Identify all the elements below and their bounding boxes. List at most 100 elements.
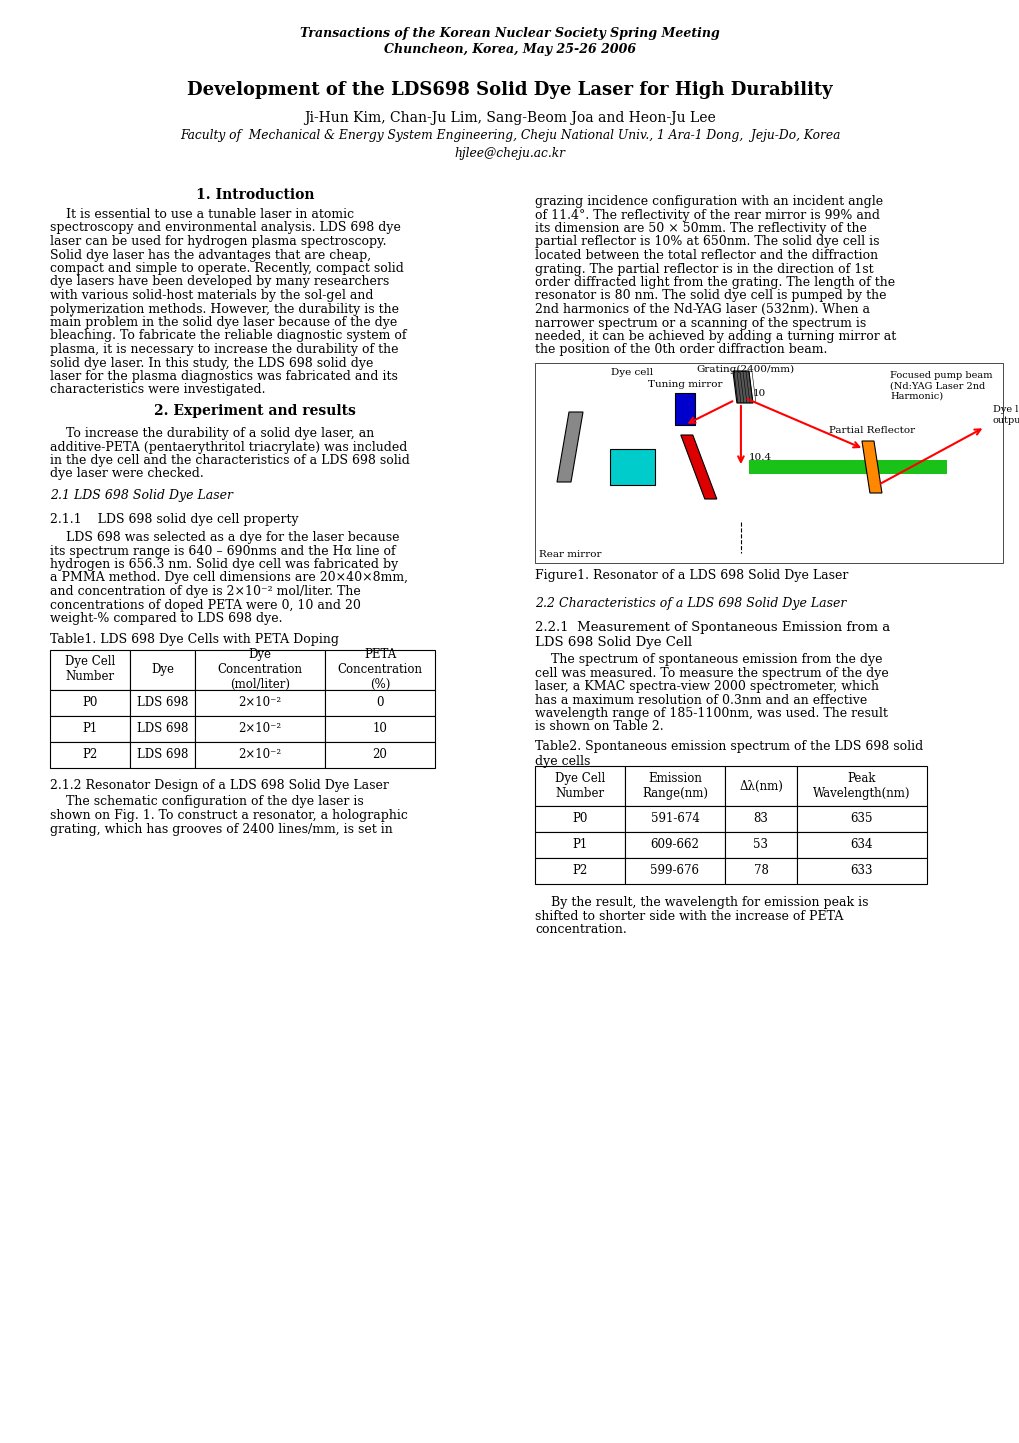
- Text: order diffracted light from the grating. The length of the: order diffracted light from the grating.…: [535, 276, 895, 289]
- Text: 2.2.1  Measurement of Spontaneous Emission from a
LDS 698 Solid Dye Cell: 2.2.1 Measurement of Spontaneous Emissio…: [535, 620, 890, 649]
- Text: LDS 698: LDS 698: [137, 696, 187, 709]
- Text: Tuning mirror: Tuning mirror: [647, 380, 721, 390]
- Bar: [50, 649, 129, 690]
- Text: dye laser were checked.: dye laser were checked.: [50, 468, 204, 481]
- Bar: [325, 649, 434, 690]
- Text: shifted to shorter side with the increase of PETA: shifted to shorter side with the increas…: [535, 909, 843, 922]
- Text: It is essential to use a tunable laser in atomic: It is essential to use a tunable laser i…: [50, 208, 354, 221]
- Text: To increase the durability of a solid dye laser, an: To increase the durability of a solid dy…: [50, 427, 374, 440]
- Bar: [535, 859, 625, 885]
- Text: PETA
Concentration
(%): PETA Concentration (%): [337, 648, 422, 691]
- Bar: [129, 742, 195, 768]
- Polygon shape: [556, 413, 583, 482]
- Text: 2.2 Characteristics of a LDS 698 Solid Dye Laser: 2.2 Characteristics of a LDS 698 Solid D…: [535, 597, 846, 610]
- Text: Focused pump beam
(Nd:YAG Laser 2nd
Harmonic): Focused pump beam (Nd:YAG Laser 2nd Harm…: [890, 371, 993, 401]
- Text: Dye laser
output: Dye laser output: [993, 405, 1019, 424]
- Text: 2. Experiment and results: 2. Experiment and results: [154, 404, 356, 418]
- Text: P0: P0: [572, 812, 587, 825]
- Text: 10: 10: [752, 388, 765, 397]
- Bar: [535, 833, 625, 859]
- Text: Grating(2400/mm): Grating(2400/mm): [696, 365, 794, 374]
- Bar: [195, 649, 325, 690]
- Text: wavelength range of 185-1100nm, was used. The result: wavelength range of 185-1100nm, was used…: [535, 707, 887, 720]
- Bar: [195, 742, 325, 768]
- Text: and concentration of dye is 2×10⁻² mol/liter. The: and concentration of dye is 2×10⁻² mol/l…: [50, 584, 361, 597]
- Bar: [129, 690, 195, 716]
- Bar: [609, 449, 654, 485]
- Text: Ji-Hun Kim, Chan-Ju Lim, Sang-Beom Joa and Heon-Ju Lee: Ji-Hun Kim, Chan-Ju Lim, Sang-Beom Joa a…: [304, 111, 715, 126]
- Text: 2.1.2 Resonator Design of a LDS 698 Solid Dye Laser: 2.1.2 Resonator Design of a LDS 698 Soli…: [50, 779, 388, 792]
- Text: grazing incidence configuration with an incident angle: grazing incidence configuration with an …: [535, 195, 882, 208]
- Bar: [50, 742, 129, 768]
- Text: in the dye cell and the characteristics of a LDS 698 solid: in the dye cell and the characteristics …: [50, 455, 410, 468]
- Bar: [535, 766, 625, 807]
- Text: Figure1. Resonator of a LDS 698 Solid Dye Laser: Figure1. Resonator of a LDS 698 Solid Dy…: [535, 569, 848, 582]
- Bar: [625, 807, 725, 833]
- Text: the position of the 0th order diffraction beam.: the position of the 0th order diffractio…: [535, 343, 826, 356]
- Text: 10.4: 10.4: [748, 453, 771, 462]
- Text: 2nd harmonics of the Nd-YAG laser (532nm). When a: 2nd harmonics of the Nd-YAG laser (532nm…: [535, 303, 869, 316]
- Polygon shape: [733, 371, 752, 403]
- Text: 609-662: 609-662: [650, 838, 699, 851]
- Text: P2: P2: [572, 864, 587, 877]
- Text: located between the total reflector and the diffraction: located between the total reflector and …: [535, 250, 877, 263]
- Text: Peak
Wavelength(nm): Peak Wavelength(nm): [812, 772, 910, 799]
- Text: 633: 633: [850, 864, 872, 877]
- Text: Transactions of the Korean Nuclear Society Spring Meeting: Transactions of the Korean Nuclear Socie…: [300, 27, 719, 40]
- Text: LDS 698 was selected as a dye for the laser because: LDS 698 was selected as a dye for the la…: [50, 531, 399, 544]
- Bar: [625, 766, 725, 807]
- Bar: [725, 766, 796, 807]
- Text: its spectrum range is 640 – 690nms and the Hα line of: its spectrum range is 640 – 690nms and t…: [50, 544, 395, 557]
- Polygon shape: [675, 392, 694, 426]
- Text: 599-676: 599-676: [650, 864, 699, 877]
- Bar: [535, 807, 625, 833]
- Text: narrower spectrum or a scanning of the spectrum is: narrower spectrum or a scanning of the s…: [535, 316, 865, 329]
- Text: hydrogen is 656.3 nm. Solid dye cell was fabricated by: hydrogen is 656.3 nm. Solid dye cell was…: [50, 558, 397, 571]
- Bar: [796, 859, 926, 885]
- Text: compact and simple to operate. Recently, compact solid: compact and simple to operate. Recently,…: [50, 263, 404, 276]
- Bar: [129, 649, 195, 690]
- Text: Dye Cell
Number: Dye Cell Number: [65, 655, 115, 684]
- Text: characteristics were investigated.: characteristics were investigated.: [50, 384, 265, 397]
- Text: with various solid-host materials by the sol-gel and: with various solid-host materials by the…: [50, 289, 373, 302]
- Text: dye lasers have been developed by many researchers: dye lasers have been developed by many r…: [50, 276, 389, 289]
- Text: P1: P1: [83, 722, 98, 734]
- Text: P1: P1: [572, 838, 587, 851]
- Text: concentrations of doped PETA were 0, 10 and 20: concentrations of doped PETA were 0, 10 …: [50, 599, 361, 612]
- Text: additive-PETA (pentaerythritol triacrylate) was included: additive-PETA (pentaerythritol triacryla…: [50, 440, 407, 453]
- Bar: [325, 742, 434, 768]
- Bar: [725, 807, 796, 833]
- Bar: [796, 833, 926, 859]
- Bar: [195, 690, 325, 716]
- Text: 10: 10: [372, 722, 387, 734]
- Text: laser for the plasma diagnostics was fabricated and its: laser for the plasma diagnostics was fab…: [50, 369, 397, 382]
- Text: of 11.4°. The reflectivity of the rear mirror is 99% and: of 11.4°. The reflectivity of the rear m…: [535, 208, 879, 221]
- Text: hjlee@cheju.ac.kr: hjlee@cheju.ac.kr: [454, 147, 565, 160]
- Bar: [748, 460, 946, 473]
- Text: 2×10⁻²: 2×10⁻²: [238, 696, 281, 709]
- Text: 635: 635: [850, 812, 872, 825]
- Text: Development of the LDS698 Solid Dye Laser for High Durability: Development of the LDS698 Solid Dye Lase…: [187, 81, 832, 100]
- Text: 20: 20: [372, 747, 387, 760]
- Text: laser, a KMAC spectra-view 2000 spectrometer, which: laser, a KMAC spectra-view 2000 spectrom…: [535, 680, 878, 693]
- Text: bleaching. To fabricate the reliable diagnostic system of: bleaching. To fabricate the reliable dia…: [50, 329, 407, 342]
- Text: spectroscopy and environmental analysis. LDS 698 dye: spectroscopy and environmental analysis.…: [50, 221, 400, 235]
- Text: Faculty of  Mechanical & Energy System Engineering, Cheju National Univ., 1 Ara-: Faculty of Mechanical & Energy System En…: [179, 130, 840, 143]
- Text: polymerization methods. However, the durability is the: polymerization methods. However, the dur…: [50, 303, 398, 316]
- Bar: [796, 766, 926, 807]
- Text: needed, it can be achieved by adding a turning mirror at: needed, it can be achieved by adding a t…: [535, 330, 896, 343]
- Text: Dye: Dye: [151, 662, 174, 675]
- Text: main problem in the solid dye laser because of the dye: main problem in the solid dye laser beca…: [50, 316, 396, 329]
- Text: Solid dye laser has the advantages that are cheap,: Solid dye laser has the advantages that …: [50, 248, 371, 261]
- Text: 2×10⁻²: 2×10⁻²: [238, 722, 281, 734]
- Bar: [725, 859, 796, 885]
- Bar: [625, 859, 725, 885]
- Text: partial reflector is 10% at 650nm. The solid dye cell is: partial reflector is 10% at 650nm. The s…: [535, 235, 878, 248]
- Bar: [50, 690, 129, 716]
- Text: solid dye laser. In this study, the LDS 698 solid dye: solid dye laser. In this study, the LDS …: [50, 356, 373, 369]
- Text: shown on Fig. 1. To construct a resonator, a holographic: shown on Fig. 1. To construct a resonato…: [50, 810, 408, 823]
- Text: weight-% compared to LDS 698 dye.: weight-% compared to LDS 698 dye.: [50, 612, 282, 625]
- Text: plasma, it is necessary to increase the durability of the: plasma, it is necessary to increase the …: [50, 343, 398, 356]
- Bar: [725, 833, 796, 859]
- Text: 78: 78: [753, 864, 767, 877]
